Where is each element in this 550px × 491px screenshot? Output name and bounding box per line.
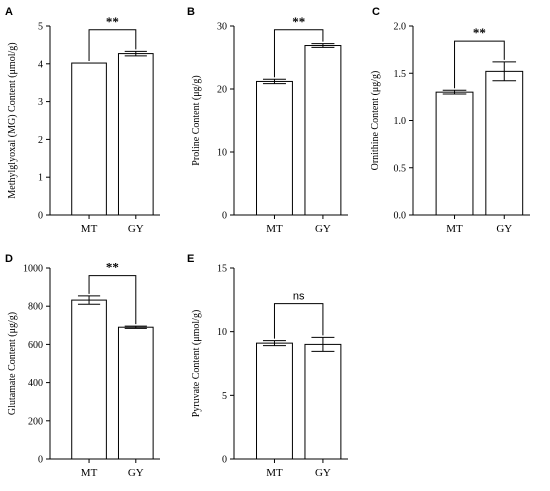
- y-tick-label: 0: [38, 211, 43, 222]
- x-tick-label-gy: GY: [496, 223, 512, 235]
- y-tick-label: 2: [38, 135, 43, 146]
- y-tick-label: 10: [217, 148, 227, 159]
- panel-letter: E: [187, 253, 194, 265]
- chart-panel-e: E 0 5 10 15 Pyruvate Content (μmol/g) MT GY ns: [187, 253, 348, 479]
- y-tick-label: 0: [222, 455, 227, 466]
- significance-label: **: [106, 260, 119, 275]
- y-tick-label: 5: [222, 391, 227, 402]
- significance-bracket: [273, 29, 324, 78]
- y-tick-label: 0.5: [394, 163, 407, 174]
- y-tick-label: 800: [28, 302, 43, 313]
- y-tick-label: 4: [38, 59, 43, 70]
- significance-label: **: [106, 14, 119, 29]
- x-tick-label-gy: GY: [128, 467, 144, 479]
- y-axis-title: Pyruvate Content (μmol/g): [191, 310, 202, 418]
- x-tick-label-mt: MT: [446, 223, 463, 235]
- x-tick-label-mt: MT: [81, 467, 98, 479]
- x-tick-label-gy: GY: [315, 223, 331, 235]
- y-tick-label: 1.5: [394, 69, 407, 80]
- y-axis-title: Methylglyoxal (MG) Content (μmol/g): [7, 42, 18, 198]
- significance-bracket: [454, 40, 505, 89]
- y-tick-label: 0: [38, 455, 43, 466]
- y-tick-label: 2.0: [394, 22, 407, 33]
- chart-panel-c: C 0.0 0.5 1.0 1.5 2.0 Ornithine Content (μg/g)…: [370, 6, 530, 235]
- x-tick-label-gy: GY: [315, 467, 331, 479]
- significance-bracket: [88, 275, 137, 325]
- chart-panel-d: D 0 200 400 600 800 1000 Glutamate Content (μg/…: [5, 253, 160, 479]
- chart-panel-a: A 0 1 2 3 4 5 Methylglyoxal (MG) Content (μmol/…: [5, 6, 160, 235]
- significance-label: ns: [293, 291, 305, 303]
- y-tick-label: 600: [28, 340, 43, 351]
- y-tick-label: 0.0: [394, 211, 407, 222]
- y-tick-label: 20: [217, 85, 227, 96]
- panel-letter: B: [187, 6, 195, 18]
- bar-gy: [304, 343, 342, 460]
- x-tick-label-mt: MT: [266, 467, 283, 479]
- panel-letter: D: [5, 253, 13, 265]
- significance-label: **: [292, 14, 305, 29]
- panel-letter: A: [5, 6, 13, 18]
- significance-bracket: [88, 29, 137, 62]
- chart-panel-b: B 0 10 20 30 Proline Content (μg/g) MT GY **: [187, 6, 348, 235]
- y-tick-label: 3: [38, 97, 43, 108]
- y-tick-label: 30: [217, 22, 227, 33]
- bar-gy: [304, 45, 342, 216]
- y-axis-title: Proline Content (μg/g): [191, 75, 202, 165]
- bar-mt: [256, 80, 293, 216]
- y-tick-label: 5: [38, 22, 43, 33]
- x-tick-label-gy: GY: [128, 223, 144, 235]
- y-tick-label: 400: [28, 378, 43, 389]
- y-tick-label: 1.0: [394, 116, 407, 127]
- bar-gy: [117, 53, 154, 216]
- bar-mt: [71, 299, 107, 460]
- significance-bracket: [273, 303, 324, 339]
- y-tick-label: 15: [217, 264, 227, 275]
- y-tick-label: 1: [38, 173, 43, 184]
- bar-gy: [117, 326, 154, 460]
- y-axis-title: Ornithine Content (μg/g): [370, 71, 381, 171]
- bar-mt: [71, 62, 107, 216]
- x-tick-label-mt: MT: [81, 223, 98, 235]
- panel-letter: C: [372, 6, 380, 18]
- y-tick-label: 10: [217, 327, 227, 338]
- y-axis-title: Glutamate Content (μg/g): [7, 312, 18, 415]
- y-tick-label: 1000: [23, 264, 43, 275]
- bar-mt: [256, 342, 293, 460]
- y-tick-label: 0: [222, 211, 227, 222]
- bar-gy: [485, 70, 524, 216]
- significance-label: **: [473, 25, 486, 40]
- bar-mt: [435, 91, 474, 216]
- x-tick-label-mt: MT: [266, 223, 283, 235]
- y-tick-label: 200: [28, 416, 43, 427]
